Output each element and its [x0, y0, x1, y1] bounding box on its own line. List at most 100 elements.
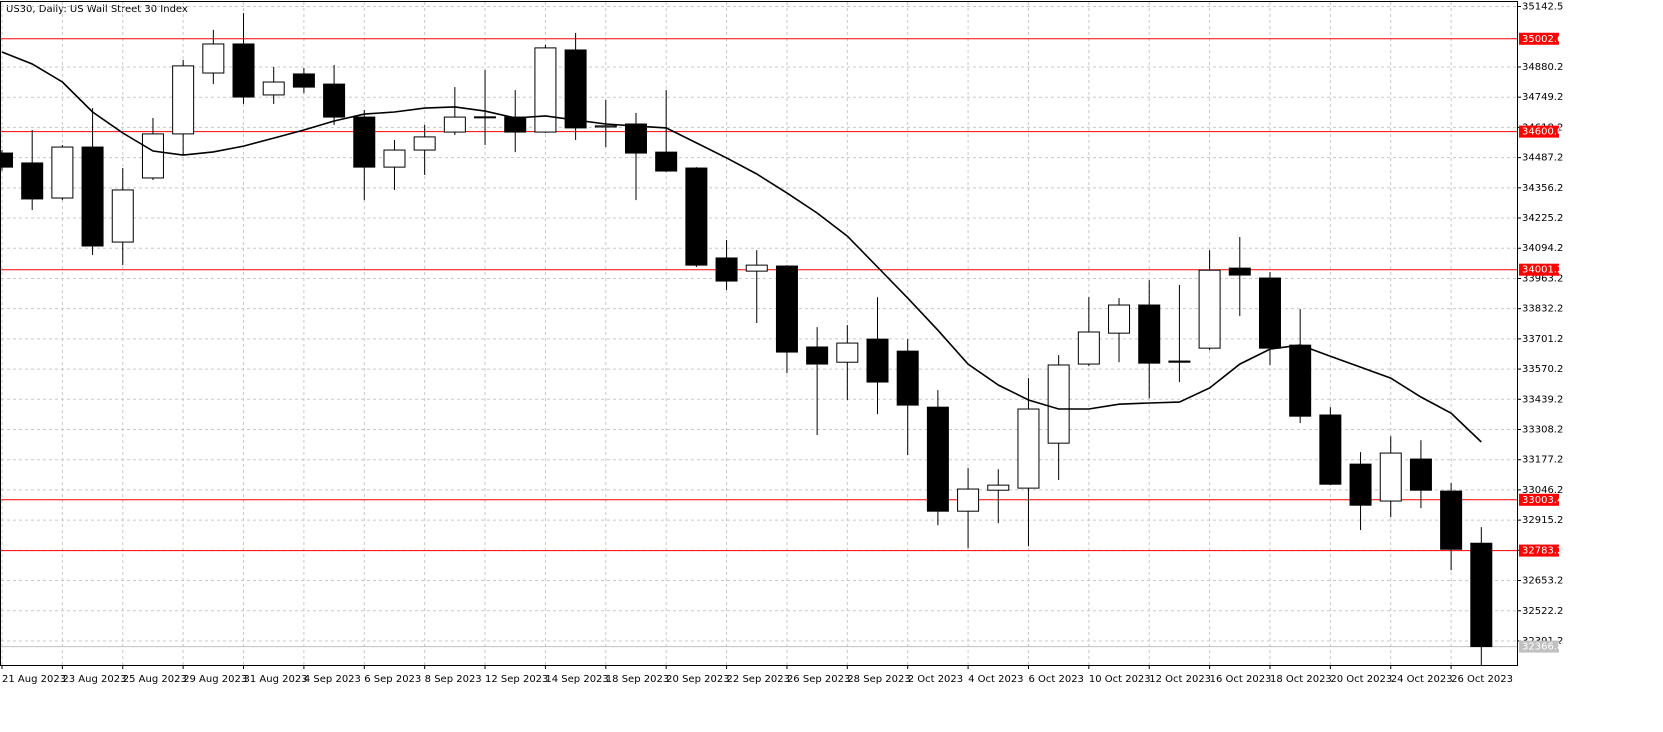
candle-body	[806, 346, 829, 365]
level-label-box	[1519, 493, 1559, 506]
y-tick-label: 34094.2	[1522, 243, 1563, 254]
candle-body	[715, 257, 738, 282]
y-tick-label: 33570.2	[1522, 364, 1563, 375]
y-tick-label: 33046.2	[1522, 485, 1563, 496]
y-tick-label: 33963.2	[1522, 273, 1563, 284]
x-tick-label: 12 Sep 2023	[485, 674, 548, 685]
candle-body	[836, 342, 859, 363]
candle-body	[232, 43, 255, 98]
candle-body	[775, 265, 798, 353]
y-tick-label: 34356.2	[1522, 183, 1563, 194]
x-tick-label: 23 Aug 2023	[62, 674, 126, 685]
candle-body	[1258, 277, 1281, 349]
level-label: 35002.6	[1522, 34, 1563, 45]
candle-body	[1349, 463, 1372, 506]
candle-body	[1168, 360, 1191, 363]
level-label-box	[1519, 263, 1559, 276]
candle-body	[141, 133, 164, 179]
candle-body	[564, 49, 587, 129]
candle-body	[987, 484, 1010, 491]
candle-body	[1440, 490, 1463, 550]
x-tick-label: 6 Oct 2023	[1028, 674, 1083, 685]
x-tick-label: 6 Sep 2023	[364, 674, 421, 685]
level-label: 32783.2	[1522, 546, 1563, 557]
x-tick-label: 10 Oct 2023	[1089, 674, 1151, 685]
x-tick-label: 25 Aug 2023	[123, 674, 187, 685]
x-tick-label: 28 Sep 2023	[847, 674, 910, 685]
y-tick-label: 34880.2	[1522, 62, 1563, 73]
candle-body	[685, 167, 708, 266]
y-tick-label: 32522.2	[1522, 606, 1563, 617]
x-tick-label: 24 Oct 2023	[1391, 674, 1453, 685]
candle-body	[353, 116, 376, 168]
candle-body	[51, 146, 74, 199]
candle-body	[474, 116, 497, 119]
candle-body	[202, 43, 225, 74]
candle-body	[1047, 364, 1070, 444]
level-label-box	[1519, 32, 1559, 45]
y-tick-label: 32915.2	[1522, 515, 1563, 526]
level-label: 34001.2	[1522, 265, 1563, 276]
candle-body	[1017, 408, 1040, 489]
candle-body	[292, 73, 315, 88]
y-tick-label: 33439.2	[1522, 394, 1563, 405]
y-tick-label: 35142.5	[1522, 1, 1563, 12]
candle-body	[1138, 304, 1161, 364]
y-tick-label: 33701.2	[1522, 334, 1563, 345]
candle-body	[323, 83, 346, 118]
candle-body	[111, 189, 134, 243]
candle-body	[957, 488, 980, 512]
candle-body	[21, 162, 44, 200]
x-tick-label: 18 Sep 2023	[606, 674, 669, 685]
candle-body	[1319, 414, 1342, 485]
level-label-box	[1519, 544, 1559, 557]
candle-body	[745, 264, 768, 272]
candle-body	[413, 136, 436, 151]
x-tick-label: 16 Oct 2023	[1210, 674, 1272, 685]
y-tick-label: 33308.2	[1522, 425, 1563, 436]
x-tick-label: 31 Aug 2023	[244, 674, 308, 685]
current-price-box	[1519, 640, 1559, 653]
x-tick-label: 21 Aug 2023	[2, 674, 66, 685]
x-tick-label: 20 Oct 2023	[1330, 674, 1392, 685]
candle-body	[926, 406, 949, 512]
candle-body	[1289, 344, 1312, 417]
candle-body	[1379, 452, 1402, 502]
level-label-box	[1519, 125, 1559, 138]
candle-body	[0, 152, 13, 168]
y-tick-label: 34749.2	[1522, 92, 1563, 103]
candle-body	[1470, 542, 1493, 648]
candle-body	[534, 47, 557, 133]
x-tick-label: 22 Sep 2023	[727, 674, 790, 685]
x-tick-label: 20 Sep 2023	[666, 674, 729, 685]
candle-body	[896, 350, 919, 406]
x-tick-label: 12 Oct 2023	[1149, 674, 1211, 685]
x-tick-label: 26 Sep 2023	[787, 674, 850, 685]
level-label: 33003.4	[1522, 495, 1563, 506]
x-tick-label: 2 Oct 2023	[908, 674, 963, 685]
candle-body	[1198, 269, 1221, 349]
y-tick-label: 34225.2	[1522, 213, 1563, 224]
plot-frame	[0, 1, 1518, 666]
candle-body	[655, 151, 678, 172]
candle-body	[443, 116, 466, 133]
candle-body	[624, 123, 647, 154]
candle-body	[262, 81, 285, 96]
candle-body	[1077, 331, 1100, 365]
x-tick-label: 18 Oct 2023	[1270, 674, 1332, 685]
x-tick-label: 4 Sep 2023	[304, 674, 361, 685]
chart-title: US30, Daily: US Wall Street 30 Index	[6, 4, 188, 15]
candle-body	[504, 116, 527, 133]
x-tick-label: 4 Oct 2023	[968, 674, 1023, 685]
y-tick-label: 34487.2	[1522, 153, 1563, 164]
y-tick-label: 32653.2	[1522, 576, 1563, 587]
y-tick-label: 33177.2	[1522, 455, 1563, 466]
candle-body	[81, 146, 104, 247]
x-tick-label: 8 Sep 2023	[425, 674, 482, 685]
candle-body	[1409, 458, 1432, 491]
y-tick-label: 33832.2	[1522, 304, 1563, 315]
current-price-label: 32366.8	[1522, 642, 1563, 653]
candle-body	[866, 338, 889, 383]
